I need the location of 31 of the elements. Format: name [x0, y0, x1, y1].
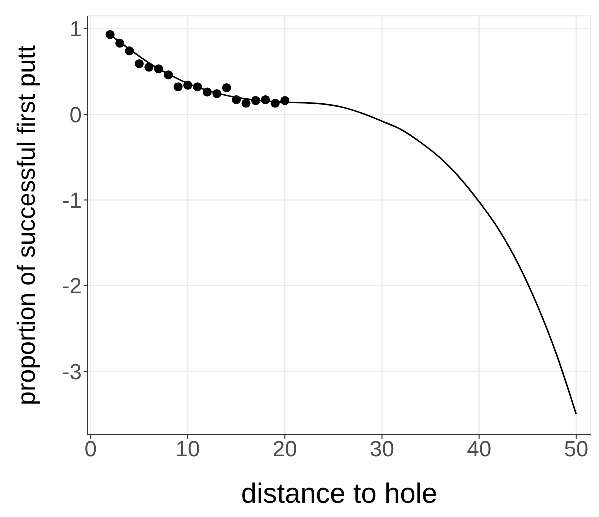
point: [193, 82, 202, 92]
point: [232, 95, 242, 104]
point: [116, 38, 125, 48]
point: [106, 30, 115, 40]
x-tick-label: 20: [272, 436, 298, 462]
x-tick-label: 30: [370, 436, 394, 462]
y-axis-title: proportion of successful first putt: [12, 46, 41, 406]
point: [134, 59, 144, 68]
point: [125, 46, 134, 56]
y-tick-label: -3: [62, 359, 82, 384]
point: [212, 89, 222, 98]
point: [164, 70, 174, 80]
point: [222, 83, 232, 92]
x-tick-label: 10: [176, 436, 200, 462]
point: [184, 80, 193, 90]
point: [154, 64, 164, 74]
y-tick-label: 1: [70, 16, 82, 42]
x-tick-label: 50: [564, 436, 589, 462]
point: [174, 82, 183, 92]
point: [261, 95, 270, 104]
y-tick-label: -2: [62, 274, 82, 299]
point: [144, 62, 154, 72]
point: [202, 88, 212, 97]
point: [242, 98, 251, 108]
y-tick-label: 0: [70, 102, 82, 128]
point: [251, 96, 261, 106]
x-axis-title: distance to hole: [241, 478, 438, 509]
point: [270, 98, 280, 108]
y-tick-label: -1: [62, 188, 82, 214]
point: [280, 96, 290, 106]
x-tick-label: 40: [467, 436, 492, 462]
